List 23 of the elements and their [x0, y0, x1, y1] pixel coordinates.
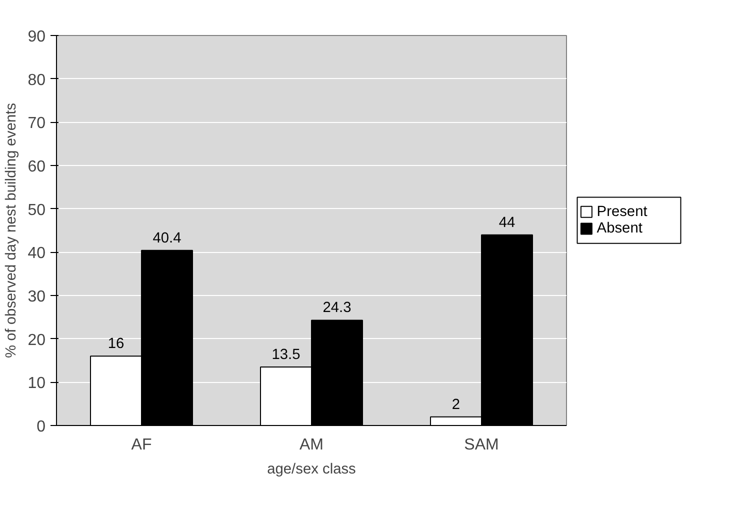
legend-label: Absent: [596, 220, 642, 237]
x-tick-label: SAM: [464, 436, 499, 454]
y-tick-label: 80: [28, 72, 46, 89]
data-label: 16: [108, 336, 124, 352]
y-axis-title: % of observed day nest building events: [4, 102, 20, 358]
x-tick-label: AM: [300, 436, 324, 454]
y-tick-label: 0: [36, 418, 46, 436]
y-tick-label: 60: [28, 158, 46, 176]
legend-label: Present: [596, 204, 648, 220]
data-label: 13.5: [272, 347, 300, 363]
y-tick-label: 30: [28, 288, 46, 306]
data-label: 44: [498, 214, 516, 231]
x-axis-title: age/sex class: [267, 462, 356, 478]
data-label: 2: [452, 396, 460, 413]
data-label: 24.3: [322, 300, 352, 316]
y-tick-label: 10: [28, 375, 46, 392]
y-tick-label: 40: [28, 245, 46, 262]
y-tick-label: 90: [28, 28, 46, 46]
data-label: 40.4: [152, 230, 182, 246]
y-tick-label: 70: [28, 115, 46, 132]
y-tick-label: 20: [28, 332, 46, 349]
y-tick-label: 50: [28, 202, 46, 219]
x-tick-label: AF: [131, 436, 152, 454]
